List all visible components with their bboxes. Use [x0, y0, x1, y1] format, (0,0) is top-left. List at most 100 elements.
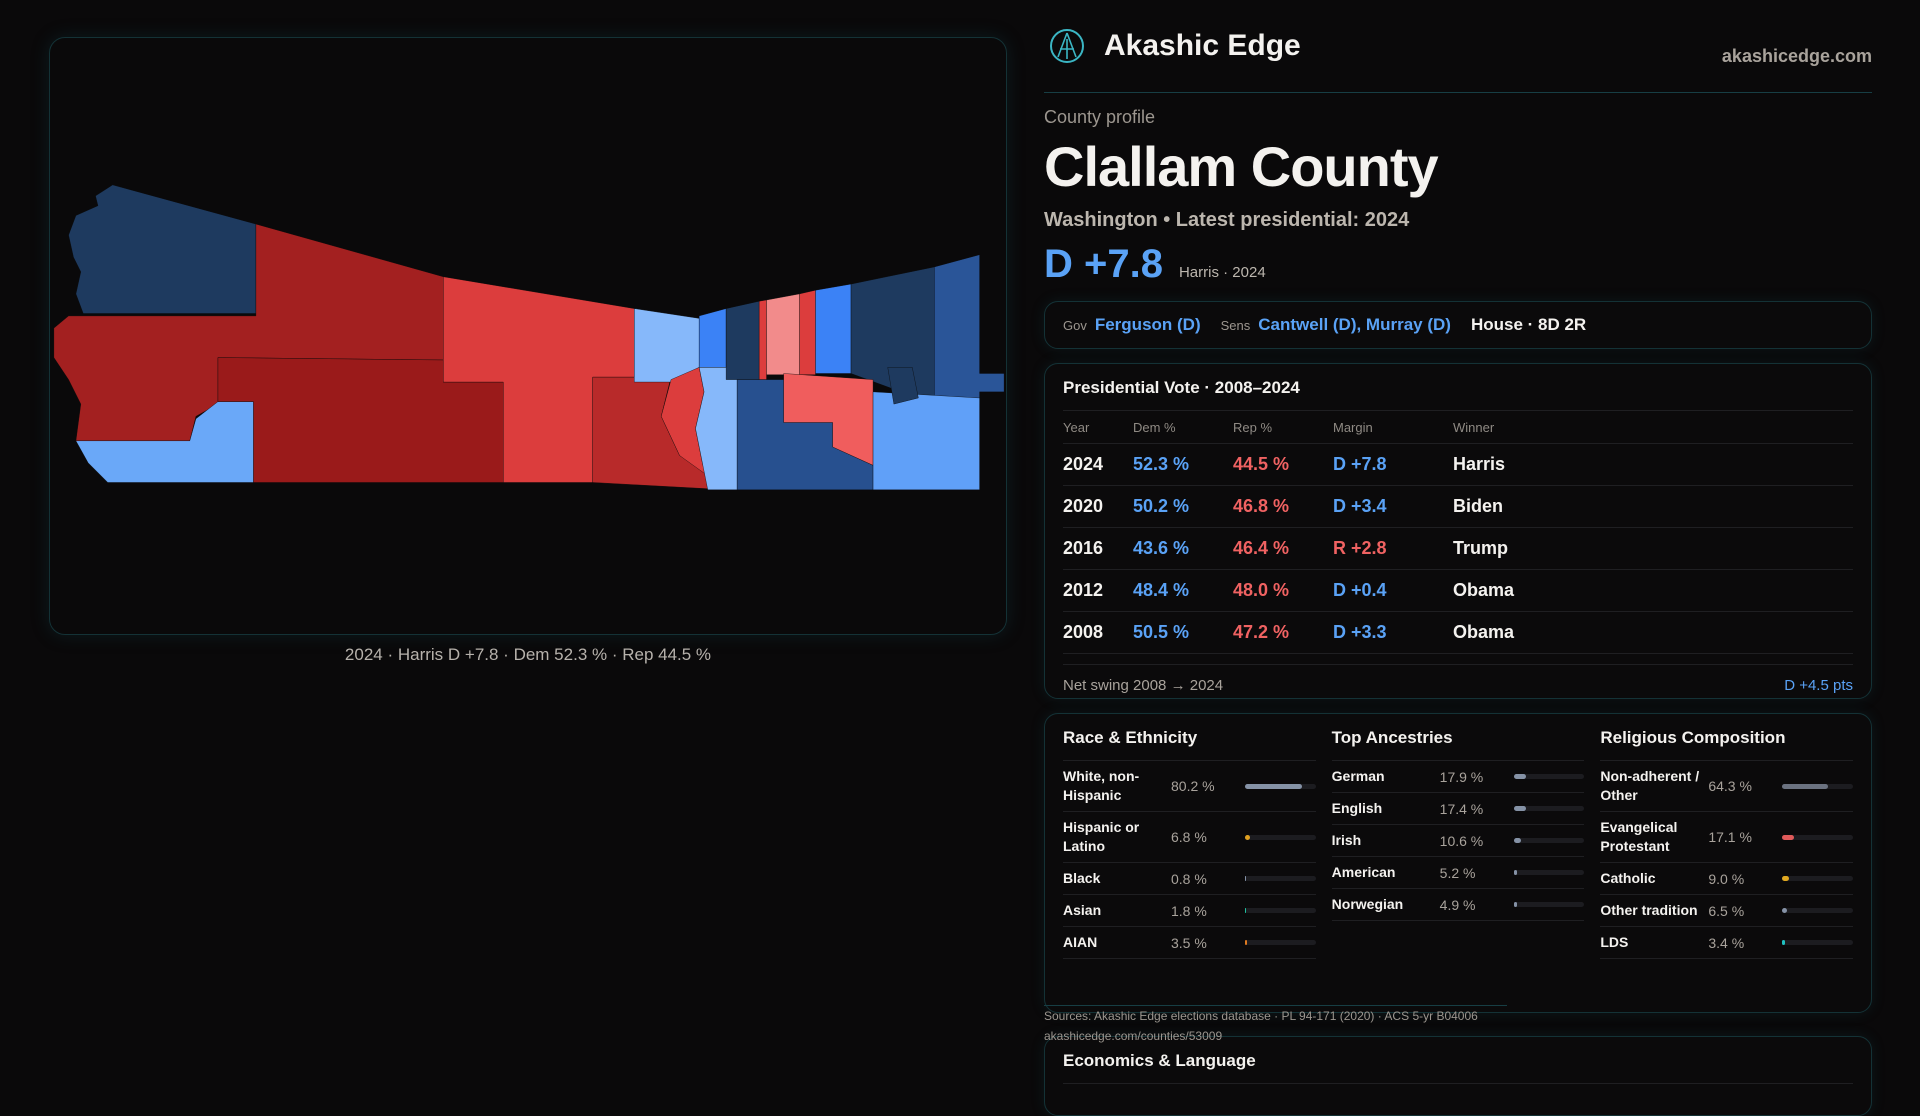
stat-row: Non-adherent / Other 64.3 %: [1600, 761, 1854, 812]
subtitle: Washington • Latest presidential: 2024: [1044, 209, 1410, 231]
ancestry-column: Top Ancestries German 17.9 % English 17.…: [1331, 728, 1585, 998]
col-winner: Winner: [1453, 419, 1495, 435]
stat-bar: [1245, 783, 1316, 789]
stat-bar-fill: [1513, 774, 1527, 779]
stat-row: German 17.9 %: [1331, 761, 1585, 793]
headline-margin: D +7.8: [1044, 242, 1163, 286]
stat-row: AIAN 3.5 %: [1063, 927, 1316, 959]
stat-bar-fill: [1782, 908, 1787, 913]
house-delegation: House · 8D 2R: [1470, 315, 1587, 334]
stat-bar-fill: [1513, 870, 1518, 875]
year: 2020: [1063, 496, 1104, 516]
precinct: [783, 373, 874, 466]
margin: D +7.8: [1333, 454, 1387, 474]
stat-bar: [1245, 834, 1316, 840]
site-link[interactable]: akashicedge.com: [1721, 46, 1872, 66]
precinct: [634, 308, 700, 383]
dem-pct: 50.5 %: [1133, 622, 1190, 642]
stat-name: Norwegian: [1331, 896, 1404, 912]
margin: D +3.4: [1333, 496, 1387, 516]
stat-name: White, non-Hispanic: [1063, 768, 1140, 803]
stat-bar: [1513, 806, 1585, 811]
stat-name: Hispanic or Latino: [1063, 819, 1140, 854]
stat-name: Non-adherent / Other: [1600, 768, 1700, 803]
stat-name: Black: [1063, 870, 1101, 886]
winner: Obama: [1453, 622, 1515, 642]
headline-margin-sub: Harris · 2024: [1178, 264, 1266, 281]
stat-bar: [1513, 902, 1585, 907]
stat-row: Other tradition 6.5 %: [1600, 895, 1854, 927]
stat-value: 10.6 %: [1439, 832, 1484, 849]
religion-column: Religious Composition Non-adherent / Oth…: [1600, 728, 1854, 998]
stat-bar-fill: [1513, 902, 1518, 907]
winner: Obama: [1453, 580, 1515, 600]
stat-bar-fill: [1245, 876, 1247, 881]
stat-value: 17.4 %: [1439, 800, 1484, 817]
stat-value: 6.8 %: [1171, 829, 1207, 845]
stat-name: Catholic: [1600, 870, 1656, 886]
kicker: County profile: [1044, 107, 1156, 127]
stat-row: White, non-Hispanic 80.2 %: [1063, 761, 1316, 812]
col-rep: Rep %: [1233, 419, 1273, 435]
stat-bar-fill: [1782, 834, 1795, 840]
winner: Harris: [1453, 454, 1506, 474]
stat-row: Hispanic or Latino 6.8 %: [1063, 812, 1316, 863]
stat-row: Evangelical Protestant 17.1 %: [1600, 812, 1854, 863]
stat-value: 3.4 %: [1708, 934, 1745, 951]
stat-value: 5.2 %: [1439, 864, 1476, 881]
stat-bar-fill: [1513, 838, 1522, 843]
table-row: 2020 50.2 % 46.8 % D +3.4 Biden: [1063, 486, 1853, 528]
precinct: [68, 184, 257, 314]
stat-bar: [1245, 908, 1316, 913]
stat-row: Norwegian 4.9 %: [1331, 889, 1585, 921]
page-url[interactable]: akashicedge.com/counties/53009: [1044, 1029, 1223, 1043]
header: Akashic Edge akashicedge.com: [1044, 0, 1872, 93]
stat-value: 64.3 %: [1708, 778, 1752, 794]
officials-bar: Gov Ferguson (D) Sens Cantwell (D), Murr…: [1044, 301, 1872, 349]
section-title: Race & Ethnicity: [1063, 728, 1316, 761]
precinct: [934, 254, 1005, 405]
stat-row: LDS 3.4 %: [1600, 927, 1854, 959]
stat-value: 3.5 %: [1171, 934, 1207, 951]
table-header: Year Dem % Rep % Margin Winner: [1063, 411, 1853, 444]
stat-row: American 5.2 %: [1331, 857, 1585, 889]
senators: Cantwell (D), Murray (D): [1258, 315, 1451, 334]
swing-value: D +4.5 pts: [1784, 677, 1853, 694]
swing-label: Net swing 2008 → 2024: [1063, 677, 1224, 694]
year: 2024: [1063, 454, 1104, 474]
net-swing: Net swing 2008 → 2024 D +4.5 pts: [1063, 664, 1853, 694]
stat-bar: [1513, 838, 1585, 843]
stat-value: 4.9 %: [1439, 896, 1476, 913]
stat-bar: [1245, 940, 1316, 945]
presidential-card: Presidential Vote · 2008–2024 Year Dem %…: [1044, 363, 1872, 699]
precinct: [799, 289, 816, 375]
rep-pct: 48.0 %: [1233, 580, 1290, 600]
stat-bar: [1782, 783, 1854, 789]
col-year: Year: [1063, 419, 1090, 435]
stat-value: 17.9 %: [1439, 768, 1484, 785]
precinct: [872, 391, 980, 490]
stat-name: Other tradition: [1600, 902, 1698, 918]
stat-row: Asian 1.8 %: [1063, 895, 1316, 927]
stat-name: Evangelical Protestant: [1600, 819, 1678, 854]
precinct-map[interactable]: [0, 0, 1920, 1080]
stat-bar-fill: [1245, 783, 1302, 789]
stat-value: 80.2 %: [1171, 778, 1215, 794]
stat-value: 6.5 %: [1708, 902, 1745, 919]
stat-name: English: [1331, 800, 1383, 816]
table-row: 2012 48.4 % 48.0 % D +0.4 Obama: [1063, 570, 1853, 612]
precinct: [725, 300, 760, 380]
table-row: 2008 50.5 % 47.2 % D +3.3 Obama: [1063, 612, 1853, 654]
margin: D +0.4: [1333, 580, 1387, 600]
col-dem: Dem %: [1133, 419, 1176, 435]
precinct: [766, 293, 800, 375]
map-panel: [49, 37, 1007, 635]
sources-text: Sources: Akashic Edge elections database…: [1044, 1009, 1478, 1023]
stat-bar: [1513, 774, 1585, 779]
sources-footer: Sources: Akashic Edge elections database…: [1044, 1005, 1507, 1046]
demographics-card: Race & Ethnicity White, non-Hispanic 80.…: [1044, 713, 1872, 1013]
stat-name: Irish: [1331, 832, 1362, 848]
winner: Trump: [1453, 538, 1509, 558]
page-title: Clallam County: [1044, 135, 1439, 198]
margin: D +3.3: [1333, 622, 1387, 642]
